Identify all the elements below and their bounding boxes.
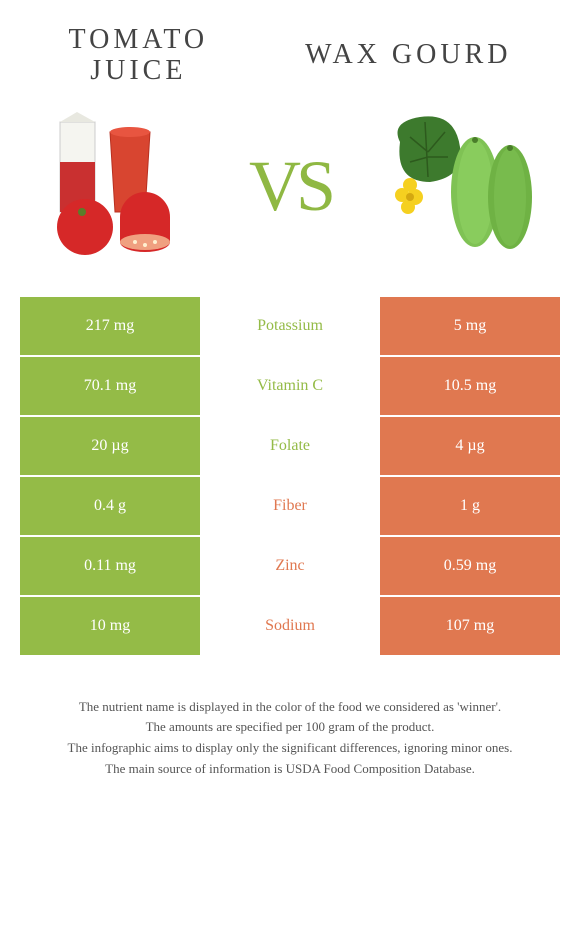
images-row: VS	[0, 97, 580, 297]
nutrient-table: 217 mg Potassium 5 mg 70.1 mg Vitamin C …	[20, 297, 560, 657]
left-title-line2: JUICE	[69, 56, 209, 87]
nutrient-label: Potassium	[200, 297, 380, 355]
wax-gourd-image	[380, 107, 540, 267]
right-value: 4 µg	[380, 417, 560, 475]
footer-notes: The nutrient name is displayed in the co…	[0, 657, 580, 800]
table-row: 20 µg Folate 4 µg	[20, 417, 560, 477]
right-value: 107 mg	[380, 597, 560, 655]
right-value: 0.59 mg	[380, 537, 560, 595]
left-title-line1: TOMATO	[69, 25, 209, 56]
nutrient-label: Folate	[200, 417, 380, 475]
nutrient-label: Vitamin C	[200, 357, 380, 415]
table-row: 70.1 mg Vitamin C 10.5 mg	[20, 357, 560, 417]
right-value: 5 mg	[380, 297, 560, 355]
left-value: 217 mg	[20, 297, 200, 355]
footer-line: The infographic aims to display only the…	[30, 738, 550, 759]
header: TOMATO JUICE WAX GOURD	[0, 0, 580, 97]
left-value: 70.1 mg	[20, 357, 200, 415]
tomato-juice-image	[40, 107, 200, 267]
right-value: 10.5 mg	[380, 357, 560, 415]
table-row: 0.11 mg Zinc 0.59 mg	[20, 537, 560, 597]
vs-label: VS	[249, 145, 331, 228]
table-row: 0.4 g Fiber 1 g	[20, 477, 560, 537]
table-row: 10 mg Sodium 107 mg	[20, 597, 560, 657]
right-food-title: WAX GOURD	[305, 25, 511, 71]
footer-line: The main source of information is USDA F…	[30, 759, 550, 780]
left-value: 0.11 mg	[20, 537, 200, 595]
footer-line: The amounts are specified per 100 gram o…	[30, 717, 550, 738]
table-row: 217 mg Potassium 5 mg	[20, 297, 560, 357]
left-food-title: TOMATO JUICE	[69, 25, 209, 87]
left-value: 10 mg	[20, 597, 200, 655]
right-value: 1 g	[380, 477, 560, 535]
left-value: 20 µg	[20, 417, 200, 475]
nutrient-label: Sodium	[200, 597, 380, 655]
left-value: 0.4 g	[20, 477, 200, 535]
nutrient-label: Fiber	[200, 477, 380, 535]
footer-line: The nutrient name is displayed in the co…	[30, 697, 550, 718]
nutrient-label: Zinc	[200, 537, 380, 595]
